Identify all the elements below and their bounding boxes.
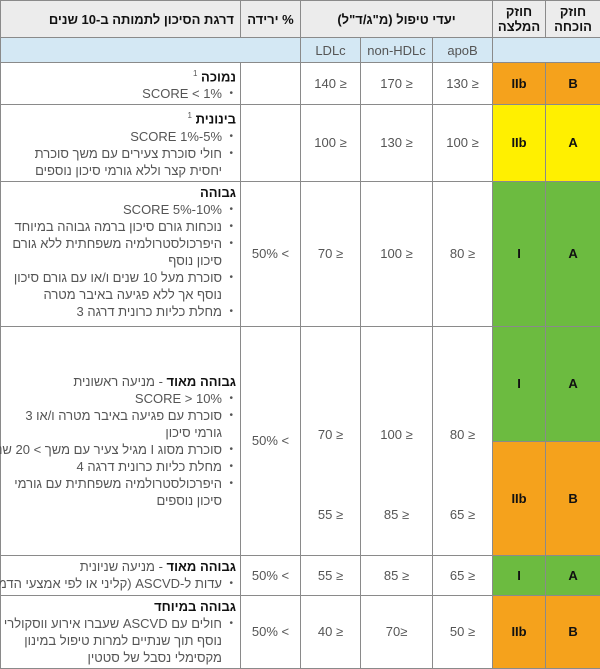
header-risk: דרגת הסיכון לתמותה ב-10 שנים — [1, 1, 241, 38]
reduction-cell: > 50% — [241, 181, 301, 326]
subheader-blank — [1, 38, 301, 63]
apob-cell: ≤ 80≤ 65 — [433, 326, 493, 555]
subheader-ldl: LDLc — [301, 38, 361, 63]
nonhdl-cell: ≤ 85 — [361, 555, 433, 595]
row-moderate: A IIb ≤ 100 ≤ 130 ≤ 100 בינונית 1 SCORE … — [1, 105, 600, 181]
reduction-cell: > 50% — [241, 326, 301, 555]
subheader-apob: apoB — [433, 38, 493, 63]
nonhdl-cell: ≤ 100≤ 85 — [361, 326, 433, 555]
bullet: היפרכולסטרולמיה משפחתית עם גורמי סיכון נ… — [3, 475, 222, 509]
apob-cell: ≤ 65 — [433, 555, 493, 595]
reduction-cell — [241, 105, 301, 181]
risk-description: גבוהה SCORE 5%-10% נוכחות גורם סיכון ברמ… — [1, 181, 241, 326]
header-targets: יעדי טיפול (מ"ג/ד"ל) — [301, 1, 493, 38]
risk-subtitle: - מניעה שניונית — [80, 559, 167, 574]
bullet: SCORE < 1% — [3, 85, 222, 102]
row-very-high-secondary: A I ≤ 65 ≤ 85 ≤ 55 > 50% גבוהה מאוד - מנ… — [1, 555, 600, 595]
risk-description: גבוהה מאוד - מניעה שניונית עדות ל-ASCVD … — [1, 555, 241, 595]
bullet: מחלת כליות כרונית דרגה 3 — [3, 303, 222, 320]
apob-cell: ≤ 50 — [433, 595, 493, 668]
subheader-nonhdl: non-HDLc — [361, 38, 433, 63]
recommendation-cell: I — [493, 181, 546, 326]
ldl-cell: ≤ 40 — [301, 595, 361, 668]
footnote-mark: 1 — [188, 111, 192, 120]
ldl-cell: ≤ 100 — [301, 105, 361, 181]
reduction-cell: > 50% — [241, 595, 301, 668]
recommendation-cell: IIb — [493, 595, 546, 668]
bullet: SCORE > 10% — [3, 390, 222, 407]
risk-title: גבוהה מאוד — [167, 374, 236, 389]
bullet: חולי סוכרת צעירים עם משך סוכרת יחסית קצר… — [3, 145, 222, 179]
evidence-cell: B — [546, 595, 600, 668]
subheader-blank — [493, 38, 600, 63]
evidence-cell: A — [546, 105, 600, 181]
row-high: A I ≤ 80 ≤ 100 ≤ 70 > 50% גבוהה SCORE 5%… — [1, 181, 600, 326]
nonhdl-cell: ≤70 — [361, 595, 433, 668]
risk-title: גבוהה מאוד — [167, 559, 236, 574]
bullet: סוכרת מסוג I מגיל צעיר עם משך > 20 שנה — [3, 441, 222, 458]
recommendation-cell: I — [493, 555, 546, 595]
risk-title: נמוכה — [201, 69, 236, 84]
evidence-cell: A — [546, 555, 600, 595]
risk-description: בינונית 1 SCORE 1%-5% חולי סוכרת צעירים … — [1, 105, 241, 181]
bullet: נוכחות גורם סיכון ברמה גבוהה במיוחד — [3, 218, 222, 235]
nonhdl-cell: ≤ 100 — [361, 181, 433, 326]
evidence-cell: B — [546, 441, 600, 555]
apob-cell: ≤ 130 — [433, 63, 493, 105]
ldl-cell: ≤ 140 — [301, 63, 361, 105]
apob-cell: ≤ 100 — [433, 105, 493, 181]
row-very-high-primary-a: A I ≤ 80≤ 65 ≤ 100≤ 85 ≤ 70≤ 55 > 50% גב… — [1, 326, 600, 441]
header-recommendation: חוזק המלצה — [493, 1, 546, 38]
evidence-cell: A — [546, 326, 600, 441]
risk-title: גבוהה במיוחד — [154, 599, 236, 614]
risk-title: בינונית — [196, 112, 236, 127]
footnote-mark: 1 — [193, 69, 197, 78]
bullet: SCORE 5%-10% — [3, 201, 222, 218]
ldl-cell: ≤ 55 — [301, 555, 361, 595]
header-evidence: חוזק הוכחה — [546, 1, 600, 38]
bullet: סוכרת עם פגיעה באיבר מטרה ו/או 3 גורמי ס… — [3, 407, 222, 441]
subheader-row: apoB non-HDLc LDLc — [1, 38, 600, 63]
evidence-cell: B — [546, 63, 600, 105]
recommendation-cell: IIb — [493, 441, 546, 555]
bullet: מחלת כליות כרונית דרגה 4 — [3, 458, 222, 475]
row-extreme: B IIb ≤ 50 ≤70 ≤ 40 > 50% גבוהה במיוחד ח… — [1, 595, 600, 668]
bullet: היפרכולסטרולמיה משפחתית ללא גורם סיכון נ… — [3, 235, 222, 269]
reduction-cell — [241, 63, 301, 105]
bullet: SCORE 1%-5% — [3, 128, 222, 145]
nonhdl-cell: ≤ 170 — [361, 63, 433, 105]
risk-description: גבוהה מאוד - מניעה ראשונית SCORE > 10% ס… — [1, 326, 241, 555]
risk-description: גבוהה במיוחד חולים עם ASCVD שעברו אירוע … — [1, 595, 241, 668]
recommendation-cell: IIb — [493, 105, 546, 181]
apob-cell: ≤ 80 — [433, 181, 493, 326]
bullet: חולים עם ASCVD שעברו אירוע ווסקולרי נוסף… — [3, 615, 222, 666]
nonhdl-cell: ≤ 130 — [361, 105, 433, 181]
ldl-cell: ≤ 70≤ 55 — [301, 326, 361, 555]
row-low: B IIb ≤ 130 ≤ 170 ≤ 140 נמוכה 1 SCORE < … — [1, 63, 600, 105]
reduction-cell: > 50% — [241, 555, 301, 595]
risk-title: גבוהה — [200, 185, 236, 200]
risk-description: נמוכה 1 SCORE < 1% — [1, 63, 241, 105]
ldl-cell: ≤ 70 — [301, 181, 361, 326]
header-row: חוזק הוכחה חוזק המלצה יעדי טיפול (מ"ג/ד"… — [1, 1, 600, 38]
risk-subtitle: - מניעה ראשונית — [73, 374, 166, 389]
evidence-cell: A — [546, 181, 600, 326]
header-reduction: % ירידה — [241, 1, 301, 38]
bullet: סוכרת מעל 10 שנים ו/או עם גורם סיכון נוס… — [3, 269, 222, 303]
bullet: עדות ל-ASCVD (קליני או לפי אמצעי הדמייה) — [3, 575, 222, 592]
recommendation-cell: I — [493, 326, 546, 441]
recommendation-cell: IIb — [493, 63, 546, 105]
